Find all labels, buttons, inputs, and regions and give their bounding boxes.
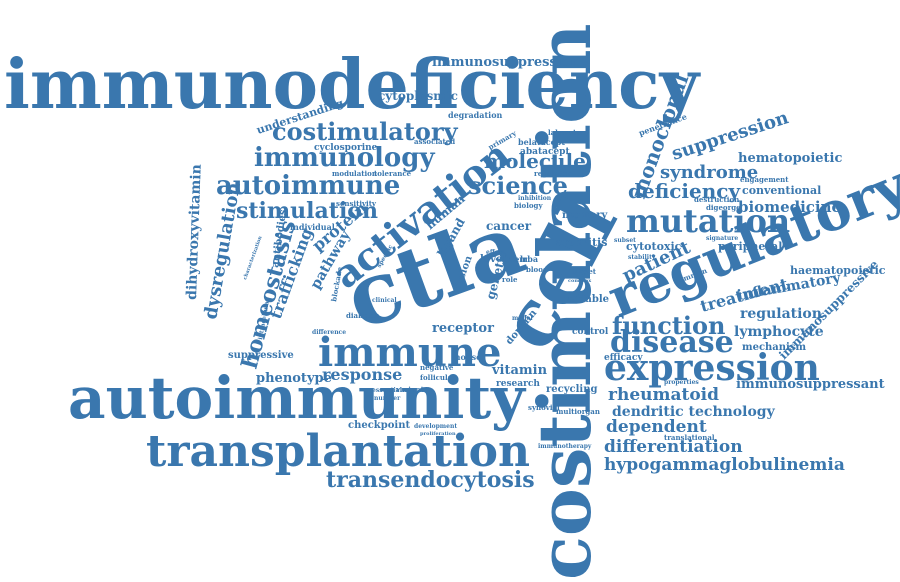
word-transplantation: transplantation [146, 426, 530, 477]
word-properties: properties [664, 379, 699, 386]
word-stability: stability [628, 254, 656, 261]
word-autoimmune: autoimmune [216, 171, 400, 201]
word-associated: associated [414, 137, 455, 146]
word-molecule: molecule [484, 149, 586, 173]
word-research: research [496, 379, 540, 389]
word-cancer: cancer [486, 219, 532, 233]
word-difference: difference [312, 329, 346, 336]
word-hematopoietic: hematopoietic [738, 151, 842, 166]
word-proliferation: proliferation [420, 431, 456, 437]
word-arthritis: arthritis [556, 236, 607, 249]
word-memory: memory [562, 210, 608, 221]
word-signature: signature [706, 235, 738, 242]
word-immunotherapy: immunotherapy [538, 443, 592, 450]
word-peripheral: peripheral [718, 240, 782, 253]
word-lrba: lrba [520, 254, 538, 264]
word-immunosuppressant: immunosuppressant [736, 377, 885, 392]
word-development: development [414, 423, 457, 430]
word-hypogammaglobulinemia: hypogammaglobulinemia [604, 455, 845, 475]
word-dihydroxyvitamin: dihydroxyvitamin [184, 164, 205, 300]
word-subset: subset [614, 237, 636, 244]
word-biology: biology [514, 201, 543, 210]
word-negative: negative [420, 363, 454, 372]
word-vitamin: vitamin [491, 363, 548, 378]
word-translational: translational [664, 433, 715, 442]
word-digeorge: digeorge [706, 203, 741, 212]
word-immune: immune [318, 329, 501, 376]
word-cytoplasmic: cytoplasmic [378, 89, 458, 103]
word-diabetes: diabetes [346, 311, 379, 320]
word-biomedicine: biomedicine [738, 198, 841, 216]
word-complex: complex [568, 278, 592, 284]
word-disease: disease [610, 325, 734, 360]
word-variable: variable [563, 294, 609, 305]
word-suppressive: suppressive [228, 350, 294, 361]
word-degradation: degradation [448, 110, 503, 120]
word-engagement: engagement [740, 175, 789, 184]
word-modulation: modulation [332, 169, 377, 178]
word-belatacept: belatacept [518, 137, 565, 147]
word-synovial: synovial [528, 403, 560, 412]
word-model: model [512, 315, 533, 322]
word-regulator: regulator [534, 169, 571, 178]
word-effect: effect [486, 249, 505, 256]
word-abatacept: abatacept [520, 147, 570, 157]
word-dendritic-technology: dendritic technology [612, 404, 776, 420]
word-tolerance: tolerance [374, 169, 412, 178]
word-immunology: immunology [254, 143, 435, 173]
word-haematopoietic: haematopoietic [790, 264, 886, 277]
word-sensitivity: sensitivity [336, 199, 377, 208]
word-transendocytosis: transendocytosis [326, 467, 535, 493]
word-stimulation: stimulation [236, 198, 378, 224]
word-blood: blood [526, 265, 548, 274]
word-immunosuppression: immunosuppression [432, 55, 580, 70]
word-checkpoint: checkpoint [348, 420, 410, 431]
word-differentiation: differentiation [604, 437, 743, 457]
word-destruction: destruction [694, 195, 739, 204]
word-mouse: mouse [452, 352, 481, 362]
word-costimulation: costimulation [522, 23, 607, 580]
word-number: number [374, 395, 401, 402]
word-lymphocyte: lymphocyte [734, 324, 824, 340]
word-level: level [480, 254, 506, 265]
word-mutation: mutation [626, 202, 790, 240]
word-target: target [572, 267, 597, 276]
word-immunodeficiency: immunodeficiency [4, 45, 702, 125]
word-cyclosporine: cyclosporine [314, 143, 378, 153]
word-science: science [468, 171, 568, 200]
word-control: control [572, 327, 609, 337]
word-dependent: dependent [606, 417, 707, 437]
word-laboratory: laboratory [548, 128, 590, 137]
word-autoimmunity: autoimmunity [68, 364, 527, 432]
word-dysregulation: dysregulation [200, 181, 245, 321]
word-mechanism: mechanism [742, 342, 806, 353]
word-rheumatoid: rheumatoid [608, 385, 719, 405]
word-phenotype: phenotype [256, 371, 332, 386]
word-receptor: receptor [432, 321, 494, 336]
word-recycling: recycling [546, 384, 597, 395]
word-function: function [612, 311, 726, 340]
word-multiorgan: multiorgan [556, 407, 600, 416]
word-deficiency: deficiency [628, 179, 741, 203]
word-syndrome: syndrome [660, 162, 758, 183]
word-follicular: follicular [420, 373, 456, 382]
word-stem: stem [506, 254, 528, 264]
word-response: response [322, 365, 402, 384]
word-cytotoxic: cytotoxic [626, 240, 682, 253]
word-costimulatory: costimulatory [272, 117, 459, 146]
word-conventional: conventional [742, 184, 821, 197]
word-essential: essential [372, 387, 403, 394]
word-role: role [502, 275, 518, 284]
word-clinical: clinical [372, 297, 397, 304]
word-regulation: regulation [740, 306, 822, 322]
word-inhibition: inhibition [518, 195, 552, 202]
word-efficacy: efficacy [604, 353, 643, 363]
word-expression: expression [604, 347, 820, 389]
word-variant: variant [395, 385, 425, 394]
word-individual: individual [290, 222, 335, 232]
